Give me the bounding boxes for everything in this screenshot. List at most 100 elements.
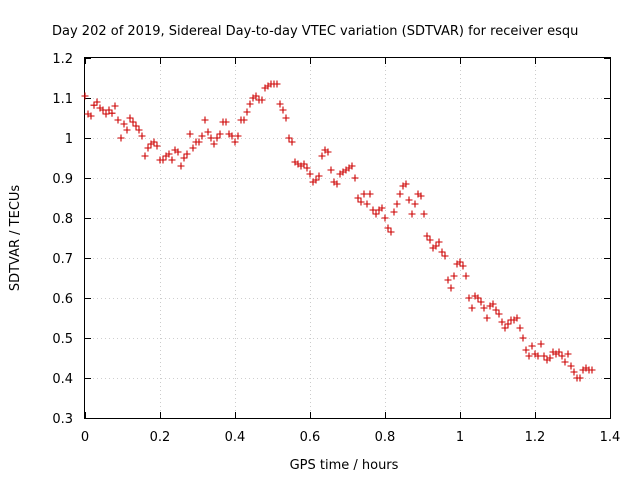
data-point xyxy=(441,252,449,260)
data-point xyxy=(312,176,320,184)
data-point xyxy=(279,106,287,114)
data-point xyxy=(201,116,209,124)
data-point xyxy=(495,310,503,318)
data-point xyxy=(378,204,386,212)
data-point xyxy=(153,142,161,150)
x-tick-label: 0.4 xyxy=(225,430,246,445)
y-tick-label: 0.9 xyxy=(52,172,73,187)
data-point xyxy=(174,148,182,156)
data-point xyxy=(516,324,524,332)
data-point xyxy=(537,340,545,348)
plot-frame xyxy=(84,57,611,419)
data-point xyxy=(183,150,191,158)
data-point xyxy=(177,162,185,170)
data-point xyxy=(411,200,419,208)
data-point xyxy=(222,118,230,126)
data-point xyxy=(282,114,290,122)
data-point xyxy=(165,150,173,158)
y-tick-label: 0.8 xyxy=(52,212,73,227)
data-point xyxy=(459,262,467,270)
data-point xyxy=(144,144,152,152)
data-point xyxy=(207,134,215,142)
data-point xyxy=(480,304,488,312)
y-tick-label: 0.3 xyxy=(52,412,73,427)
x-tick-label: 1.4 xyxy=(600,430,621,445)
data-point xyxy=(483,314,491,322)
data-point xyxy=(132,122,140,130)
data-point xyxy=(348,162,356,170)
data-point xyxy=(141,152,149,160)
data-point xyxy=(513,314,521,322)
data-point xyxy=(432,242,440,250)
data-point xyxy=(159,156,167,164)
data-point xyxy=(381,214,389,222)
x-tick-label: 0.2 xyxy=(150,430,171,445)
data-point xyxy=(231,138,239,146)
data-point xyxy=(540,352,548,360)
data-point xyxy=(300,160,308,168)
x-tick-label: 1 xyxy=(456,430,464,445)
data-point xyxy=(324,148,332,156)
x-tick-label: 0.6 xyxy=(300,430,321,445)
data-point xyxy=(405,196,413,204)
data-point xyxy=(135,126,143,134)
data-point xyxy=(120,120,128,128)
y-axis-label: SDTVAR / TECUs xyxy=(8,185,23,292)
data-point xyxy=(150,138,158,146)
data-point xyxy=(501,324,509,332)
data-point xyxy=(570,368,578,376)
data-point xyxy=(87,112,95,120)
data-point xyxy=(234,132,242,140)
data-point xyxy=(318,152,326,160)
data-point xyxy=(372,210,380,218)
x-tick-label: 0 xyxy=(81,430,89,445)
data-point xyxy=(246,100,254,108)
data-point xyxy=(447,284,455,292)
data-point xyxy=(492,306,500,314)
data-point xyxy=(315,172,323,180)
data-point xyxy=(561,358,569,366)
data-point xyxy=(534,352,542,360)
y-tick-label: 0.6 xyxy=(52,292,73,307)
grid xyxy=(85,58,610,418)
data-point xyxy=(360,190,368,198)
data-point xyxy=(477,298,485,306)
data-point xyxy=(450,272,458,280)
data-point xyxy=(213,134,221,142)
x-axis-label: GPS time / hours xyxy=(290,458,399,473)
data-point xyxy=(588,366,596,374)
data-point xyxy=(366,190,374,198)
data-point xyxy=(462,272,470,280)
data-point xyxy=(90,101,98,109)
data-point xyxy=(198,132,206,140)
data-point xyxy=(306,170,314,178)
data-point xyxy=(102,110,110,118)
data-point xyxy=(438,248,446,256)
y-tick-label: 0.7 xyxy=(52,252,73,267)
data-points xyxy=(81,80,596,382)
data-point xyxy=(111,102,119,110)
data-point xyxy=(402,180,410,188)
data-point xyxy=(108,109,116,117)
data-point xyxy=(240,116,248,124)
data-point xyxy=(504,320,512,328)
data-point xyxy=(189,144,197,152)
data-point xyxy=(564,350,572,358)
y-tick-label: 1 xyxy=(65,132,73,147)
data-point xyxy=(555,348,563,356)
data-point xyxy=(390,208,398,216)
data-point xyxy=(93,98,101,106)
data-point xyxy=(369,206,377,214)
data-point xyxy=(498,318,506,326)
data-point xyxy=(243,108,251,116)
data-point xyxy=(576,374,584,382)
data-point xyxy=(123,126,131,134)
data-point xyxy=(258,96,266,104)
x-tick-label: 0.8 xyxy=(375,430,396,445)
data-point xyxy=(435,238,443,246)
data-point xyxy=(228,132,236,140)
data-point xyxy=(393,200,401,208)
data-point xyxy=(444,276,452,284)
data-point xyxy=(420,210,428,218)
